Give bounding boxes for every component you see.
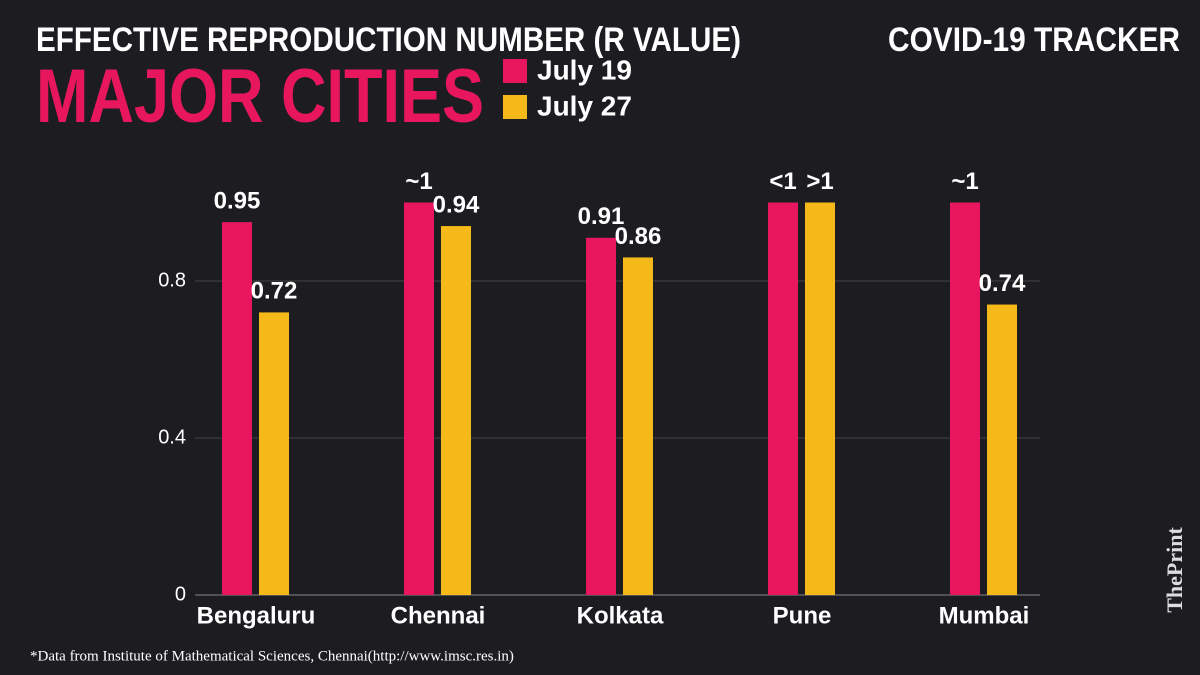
value-label: 0.86 bbox=[615, 223, 662, 250]
chart-subtitle: MAJOR CITIES bbox=[36, 54, 484, 139]
x-tick-label: Pune bbox=[773, 602, 832, 629]
bar bbox=[805, 202, 835, 595]
x-tick-label: Mumbai bbox=[939, 602, 1030, 629]
bar bbox=[586, 237, 616, 595]
bar bbox=[623, 257, 653, 595]
y-tick-label: 0.4 bbox=[158, 426, 186, 448]
x-tick-label: Bengaluru bbox=[197, 602, 316, 629]
value-label: 0.74 bbox=[979, 270, 1026, 297]
bar bbox=[222, 222, 252, 595]
y-tick-label: 0 bbox=[175, 583, 186, 605]
bar bbox=[259, 312, 289, 595]
chart-title: EFFECTIVE REPRODUCTION NUMBER (R VALUE) bbox=[36, 21, 741, 59]
value-label: >1 bbox=[806, 168, 833, 195]
source-note: *Data from Institute of Mathematical Sci… bbox=[30, 648, 514, 664]
value-label: 0.95 bbox=[214, 187, 261, 214]
value-label: 0.94 bbox=[433, 191, 480, 218]
legend-label: July 27 bbox=[537, 90, 632, 121]
legend-swatch bbox=[503, 95, 527, 119]
logo: ThePrint bbox=[1162, 527, 1187, 613]
x-tick-label: Kolkata bbox=[577, 602, 664, 629]
value-label: 0.72 bbox=[251, 278, 298, 305]
bar bbox=[441, 226, 471, 596]
bar bbox=[404, 202, 434, 595]
legend-label: July 19 bbox=[537, 54, 632, 85]
tracker-label: COVID-19 TRACKER bbox=[888, 21, 1180, 59]
value-label: ~1 bbox=[405, 168, 432, 195]
value-label: <1 bbox=[769, 168, 796, 195]
bar bbox=[950, 202, 980, 595]
x-tick-label: Chennai bbox=[391, 602, 486, 629]
value-label: 0.91 bbox=[578, 203, 625, 230]
bar bbox=[987, 304, 1017, 595]
legend-swatch bbox=[503, 59, 527, 83]
bar bbox=[768, 202, 798, 595]
y-tick-label: 0.8 bbox=[158, 269, 186, 291]
value-label: ~1 bbox=[951, 168, 978, 195]
